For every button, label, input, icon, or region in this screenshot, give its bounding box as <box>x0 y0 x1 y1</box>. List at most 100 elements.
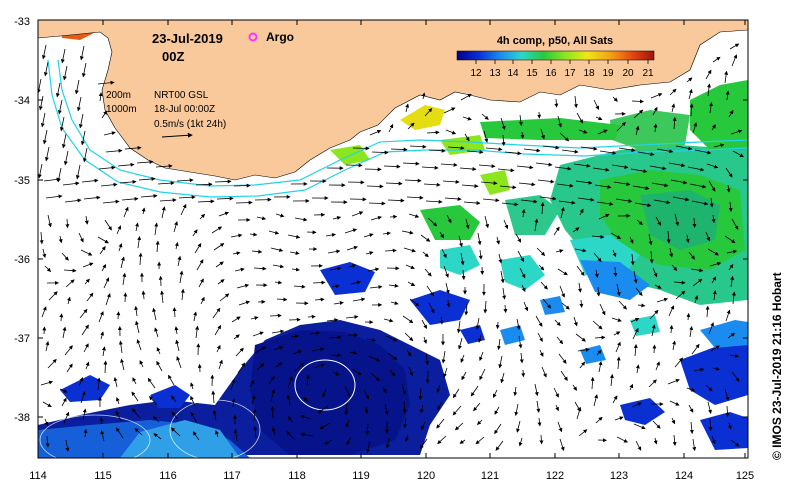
current-arrow <box>466 150 484 155</box>
current-arrow <box>650 93 663 99</box>
current-arrow <box>558 200 576 205</box>
current-arrow <box>62 326 67 339</box>
current-arrow <box>577 282 582 293</box>
current-arrow <box>579 208 584 216</box>
current-arrow <box>536 247 546 256</box>
current-arrow <box>632 185 650 191</box>
current-arrow <box>293 284 306 289</box>
current-arrow <box>171 411 179 420</box>
current-arrow <box>123 292 128 303</box>
current-arrow <box>537 179 555 184</box>
current-arrow <box>344 228 358 234</box>
current-arrow <box>724 70 729 84</box>
current-arrow <box>42 129 48 145</box>
current-arrow <box>42 248 47 259</box>
current-arrow <box>724 235 736 244</box>
current-arrow <box>612 96 618 102</box>
sst-imagery <box>38 20 748 458</box>
current-arrow <box>572 227 580 233</box>
current-arrow <box>402 400 407 414</box>
current-arrow <box>518 182 536 187</box>
current-arrow <box>233 428 238 442</box>
current-arrow <box>653 199 671 205</box>
current-arrow <box>421 165 439 170</box>
current-arrow <box>86 292 94 302</box>
current-arrow <box>275 362 283 368</box>
latitude-axis: -33 -34 -35 -36 -37 -38 <box>14 16 30 424</box>
current-arrow <box>611 164 629 169</box>
current-arrow <box>694 149 712 155</box>
colorbar-value: 20 <box>622 68 634 79</box>
current-arrow <box>439 231 444 239</box>
current-arrow <box>422 251 429 258</box>
lon-tick-label: 123 <box>610 470 628 482</box>
current-arrow <box>629 236 634 244</box>
current-arrow <box>711 124 716 131</box>
current-arrow <box>520 199 538 204</box>
current-arrow <box>725 90 730 101</box>
current-arrow <box>473 402 481 412</box>
current-arrow <box>45 194 63 199</box>
current-arrow <box>59 116 65 132</box>
current-arrow <box>80 391 86 404</box>
current-arrow <box>494 423 502 435</box>
current-arrow <box>38 95 44 111</box>
current-arrow <box>289 251 300 255</box>
current-arrow <box>118 340 123 354</box>
current-arrow <box>369 285 383 289</box>
current-arrow <box>687 166 705 172</box>
current-arrow <box>503 304 508 314</box>
current-arrow <box>213 243 225 251</box>
current-arrow <box>101 346 106 357</box>
current-arrow <box>708 418 713 432</box>
current-arrow <box>518 114 523 126</box>
current-arrow <box>705 384 713 392</box>
current-arrow <box>728 109 734 118</box>
current-arrow <box>713 143 725 148</box>
current-arrow <box>63 268 77 273</box>
current-arrow <box>652 267 658 278</box>
current-arrow <box>368 355 381 362</box>
current-arrow <box>572 384 577 391</box>
current-arrow <box>256 363 265 371</box>
current-arrow <box>595 116 603 121</box>
current-arrow <box>592 167 610 172</box>
current-arrow <box>140 193 158 198</box>
current-arrow <box>287 234 301 239</box>
current-arrow <box>251 394 256 405</box>
current-arrow <box>420 234 431 242</box>
current-arrow <box>590 376 595 390</box>
current-arrow <box>382 231 391 236</box>
current-arrow <box>38 163 43 179</box>
current-arrow <box>233 183 251 188</box>
current-arrow <box>443 265 449 278</box>
current-arrow <box>426 285 435 297</box>
current-arrow <box>692 438 697 452</box>
current-arrow <box>633 270 638 284</box>
current-arrow <box>523 148 541 153</box>
current-arrow <box>459 439 466 444</box>
current-arrow <box>420 421 426 431</box>
current-arrow <box>366 184 384 189</box>
current-arrow <box>502 287 507 300</box>
current-arrow <box>730 439 740 447</box>
current-arrow <box>593 252 602 263</box>
current-arrow <box>456 320 461 334</box>
current-arrow <box>441 248 447 259</box>
current-arrow <box>230 378 236 391</box>
current-arrow <box>64 198 82 203</box>
current-arrow <box>63 411 70 424</box>
current-arrow <box>218 359 223 370</box>
lon-tick-label: 125 <box>736 470 754 482</box>
current-arrow <box>674 357 684 368</box>
current-arrow <box>344 385 351 398</box>
current-arrow <box>539 434 544 445</box>
current-arrow <box>423 182 441 187</box>
current-arrow <box>630 317 640 323</box>
current-arrow <box>138 176 156 181</box>
current-arrow <box>515 233 522 243</box>
current-arrow <box>478 249 483 260</box>
current-arrow <box>62 65 68 81</box>
current-arrow <box>686 77 693 83</box>
